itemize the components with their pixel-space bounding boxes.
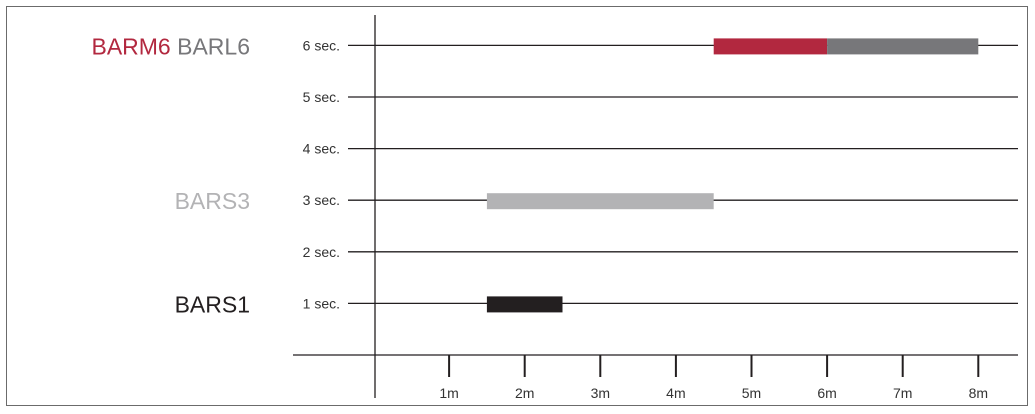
series-label-barl6: BARL6 (171, 33, 250, 59)
x-tick-label: 4m (666, 385, 685, 401)
series-label-row: BARM6 BARL6 (91, 33, 250, 59)
bar-bars1 (486, 296, 563, 313)
series-label-row: BARS3 (175, 188, 250, 214)
y-tick-label: 4 sec. (303, 141, 340, 157)
series-label-row: BARS1 (175, 291, 250, 317)
series-label-bars1: BARS1 (175, 291, 250, 317)
x-tick-label: 2m (515, 385, 534, 401)
x-tick-label: 1m (439, 385, 458, 401)
series-label-barm6: BARM6 (91, 33, 170, 59)
y-tick-label: 1 sec. (303, 295, 340, 311)
y-tick-label: 6 sec. (303, 37, 340, 53)
bar-barl6 (827, 38, 979, 55)
x-tick-label: 8m (969, 385, 988, 401)
series-label-bars3: BARS3 (175, 188, 250, 214)
y-tick-label: 2 sec. (303, 244, 340, 260)
x-tick-label: 6m (817, 385, 836, 401)
y-tick-label: 3 sec. (303, 192, 340, 208)
x-tick-label: 7m (893, 385, 912, 401)
bar-bars3 (486, 193, 714, 210)
x-tick-label: 5m (742, 385, 761, 401)
bar-barm6 (713, 38, 828, 55)
x-tick-label: 3m (591, 385, 610, 401)
y-tick-label: 5 sec. (303, 89, 340, 105)
